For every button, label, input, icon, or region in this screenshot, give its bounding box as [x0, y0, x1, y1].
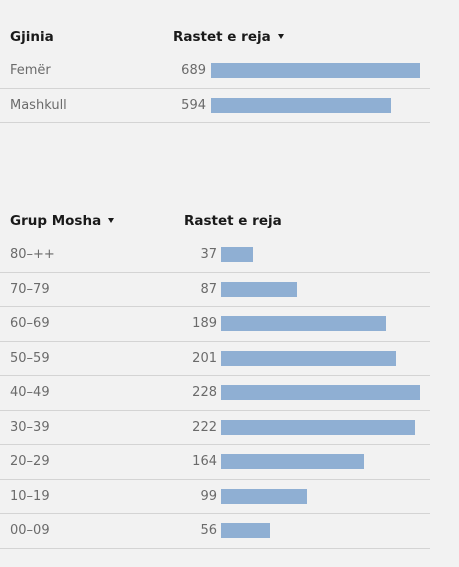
value-label: 594 [181, 97, 206, 113]
value-bar [221, 350, 397, 366]
value-label: 37 [200, 247, 217, 262]
value-label: 222 [192, 419, 217, 435]
category-label: Femër [10, 63, 51, 78]
table-row: 40–49 228 [0, 376, 430, 411]
table-row: Femër 689 [0, 54, 430, 89]
table-row: 80–++ 37 [0, 238, 430, 273]
value-label: 164 [192, 454, 217, 469]
table-row: 60–69 189 [0, 307, 430, 342]
value-bar [221, 488, 308, 504]
table-row: 50–59 201 [0, 342, 430, 376]
category-label: 10–19 [10, 488, 50, 504]
category-label: 30–39 [10, 419, 50, 435]
table-row: Mashkull 594 [0, 89, 430, 123]
age-group-header-label: Grup Mosha [10, 213, 102, 229]
age-group-table: Grup Mosha Rastet e reja 80–++ 37 70–79 87 6… [0, 204, 430, 549]
value-bar [211, 63, 420, 78]
value-label: 689 [181, 63, 206, 78]
value-bar [221, 523, 270, 538]
table-row: 30–39 222 [0, 411, 430, 445]
sort-caret-down-icon [108, 217, 115, 223]
new-cases-column-header[interactable]: Rastet e reja [184, 213, 282, 229]
category-label: 80–++ [10, 247, 55, 262]
gender-table: Gjinia Rastet e reja Femër 689 Mashkull 594 [0, 20, 430, 123]
value-label: 56 [200, 523, 217, 538]
table-row: 00–09 56 [0, 514, 430, 549]
gender-rows: Femër 689 Mashkull 594 [0, 54, 430, 123]
value-bar [221, 385, 420, 400]
gender-column-header[interactable]: Gjinia [10, 29, 54, 45]
category-label: 00–09 [10, 523, 50, 538]
new-cases-column-header[interactable]: Rastet e reja [173, 20, 284, 54]
age-group-table-header: Grup Mosha Rastet e reja [0, 204, 430, 238]
value-bar [221, 281, 297, 297]
value-bar [221, 419, 415, 435]
value-bar [221, 247, 254, 262]
value-label: 99 [200, 488, 217, 504]
gender-table-header: Gjinia Rastet e reja [0, 20, 430, 54]
table-row: 10–19 99 [0, 480, 430, 514]
value-bar [211, 97, 392, 113]
category-label: 40–49 [10, 385, 50, 400]
new-cases-header-label: Rastet e reja [173, 29, 271, 45]
category-label: 60–69 [10, 316, 50, 331]
category-label: Mashkull [10, 97, 67, 113]
value-label: 189 [192, 316, 217, 331]
table-row: 70–79 87 [0, 273, 430, 307]
age-group-rows: 80–++ 37 70–79 87 60–69 189 50–59 201 40–49 228 30… [0, 238, 430, 549]
value-label: 201 [192, 350, 217, 366]
category-label: 70–79 [10, 281, 50, 297]
sort-caret-down-icon [277, 33, 284, 39]
value-bar [221, 316, 386, 331]
value-bar [221, 454, 365, 469]
age-group-column-header[interactable]: Grup Mosha [10, 204, 115, 238]
table-row: 20–29 164 [0, 445, 430, 480]
value-label: 87 [200, 281, 217, 297]
category-label: 50–59 [10, 350, 50, 366]
category-label: 20–29 [10, 454, 50, 469]
value-label: 228 [192, 385, 217, 400]
